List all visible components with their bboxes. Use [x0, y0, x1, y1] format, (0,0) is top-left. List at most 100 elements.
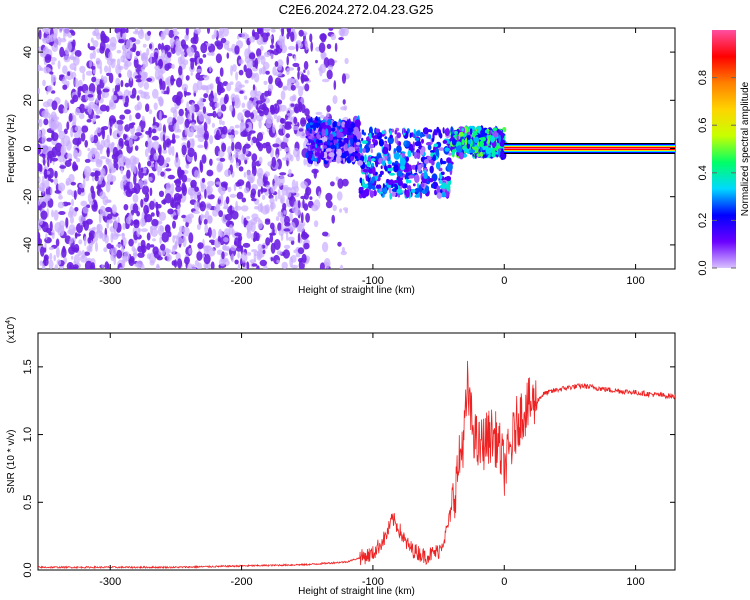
spectrogram-speckle: [105, 206, 112, 213]
spectrogram-speckle: [260, 45, 264, 52]
spectrogram-speckle: [38, 129, 42, 135]
spectrogram-speckle: [219, 230, 224, 238]
spectrogram-cluster-mark: [404, 163, 409, 172]
snr-multiplier-exp: 4: [5, 320, 12, 324]
spectrogram-speckle: [199, 201, 206, 212]
spectrogram-cluster-mark: [431, 183, 434, 189]
spectrogram-x-ticks: -300 -200 -100 0 100: [99, 28, 645, 287]
spectrogram-speckle: [55, 183, 59, 192]
spectrogram-speckle: [193, 201, 200, 212]
spectrogram-speckle: [99, 46, 105, 54]
spectrogram-speckle: [281, 28, 285, 37]
spectrogram-speckle: [177, 166, 182, 178]
spectrogram-cluster-mark: [454, 130, 458, 135]
spectrogram-cluster-mark: [306, 127, 309, 132]
spectrogram-speckle: [103, 138, 111, 148]
spectrogram-speckle: [51, 100, 58, 111]
spectrogram-speckle: [38, 176, 41, 184]
spectrogram-cluster-mark: [465, 137, 468, 146]
spectrogram-speckle: [277, 222, 282, 232]
spectrogram-speckle: [218, 210, 224, 218]
spectrogram-speckle: [172, 220, 176, 229]
spectrogram-y-label: Frequency (Hz): [6, 114, 17, 183]
spectrogram-speckle: [63, 28, 70, 37]
spectrogram-speckle: [144, 148, 149, 158]
spectrogram-speckle: [74, 50, 82, 57]
spectrogram-speckle: [257, 142, 264, 152]
spectrogram-cluster-mark: [445, 175, 452, 182]
spectrogram-speckle: [151, 163, 155, 168]
spectrogram-speckle: [119, 114, 126, 120]
spectrogram-speckle: [298, 128, 304, 132]
spectrogram-cluster-mark: [350, 155, 354, 161]
spectrogram-cluster-mark: [369, 169, 373, 174]
spectrogram-speckle: [188, 186, 193, 195]
spectrogram-speckle: [285, 152, 292, 161]
spectrogram-speckle: [51, 209, 54, 218]
spectrogram-speckle: [293, 116, 298, 124]
spectrogram-speckle: [243, 217, 247, 228]
spectrogram-cluster-mark: [364, 188, 370, 197]
spectrogram-speckle: [118, 39, 125, 44]
spectrogram-speckle: [298, 85, 304, 97]
spectrogram-speckle: [72, 137, 80, 145]
spectrogram-speckle: [292, 62, 300, 68]
spectrogram-cluster-mark: [473, 136, 479, 144]
spectrogram-speckle: [49, 221, 53, 232]
spectrogram-cluster-mark: [399, 157, 406, 167]
spectrogram-cluster-mark: [362, 148, 366, 153]
spectrogram-cluster-mark: [409, 132, 412, 139]
spectrogram-cluster-mark: [396, 188, 403, 194]
spectrogram-cluster-mark: [403, 140, 407, 146]
spectrogram-cluster-mark: [398, 141, 402, 147]
spectrogram-speckle: [237, 35, 240, 40]
spectrogram-speckle: [122, 93, 126, 105]
spectrogram-speckle: [290, 186, 297, 194]
colorbar-ticks: 0.0 0.2 0.4 0.6 0.8: [697, 70, 736, 276]
spectrogram-speckle: [149, 154, 153, 160]
spectrogram-speckle: [318, 191, 321, 199]
spectrogram-speckle: [221, 251, 225, 260]
spectrogram-speckle: [108, 51, 113, 60]
spectrogram-speckle: [39, 67, 44, 71]
spectrogram-cluster-mark: [490, 135, 495, 143]
spectrogram-cluster-mark: [384, 136, 388, 140]
spectrogram-speckle: [116, 49, 122, 54]
spectrogram-speckle: [79, 254, 88, 263]
spectrogram-speckle: [76, 223, 83, 234]
spectrogram-speckle: [332, 204, 337, 212]
spectrogram-speckle: [235, 71, 239, 81]
spectrogram-speckle: [51, 121, 57, 130]
spectrogram-speckle: [277, 211, 284, 218]
spectrogram-speckle: [283, 228, 291, 232]
spectrogram-speckle: [234, 87, 240, 93]
spectrogram-cluster-mark: [371, 135, 377, 139]
spectrogram-speckle: [265, 237, 271, 246]
spectrogram-speckle: [153, 102, 158, 111]
spectrogram-speckle: [300, 212, 304, 224]
spectrogram-speckle: [257, 28, 262, 35]
spectrogram-speckle: [59, 74, 65, 78]
spectrogram-speckle: [51, 75, 54, 86]
spectrogram-speckle: [164, 63, 170, 71]
spectrogram-speckle: [124, 82, 130, 88]
spectrogram-speckle: [69, 54, 75, 61]
spectrogram-speckle: [74, 207, 79, 212]
spectrogram-speckle: [186, 101, 190, 111]
spectrogram-speckle: [181, 83, 189, 92]
spectrogram-speckle: [140, 28, 143, 36]
spectrogram-speckle: [38, 187, 45, 191]
spectrogram-cluster-mark: [326, 140, 331, 146]
spectrogram-speckle: [160, 243, 166, 251]
spectrogram-cluster-mark: [379, 170, 384, 175]
spectrogram-cluster-mark: [434, 189, 437, 196]
spectrogram-speckle: [221, 120, 225, 126]
spectrogram-cluster-mark: [393, 164, 399, 173]
snr-series-line: [38, 360, 675, 570]
spectrogram-cluster-mark: [441, 192, 447, 198]
spectrogram-speckle: [222, 257, 229, 262]
spectrogram-speckle: [43, 256, 49, 267]
spectrogram-speckle: [190, 72, 193, 76]
spectrogram-cluster-mark: [424, 185, 430, 193]
spectrogram-speckle: [194, 169, 199, 179]
